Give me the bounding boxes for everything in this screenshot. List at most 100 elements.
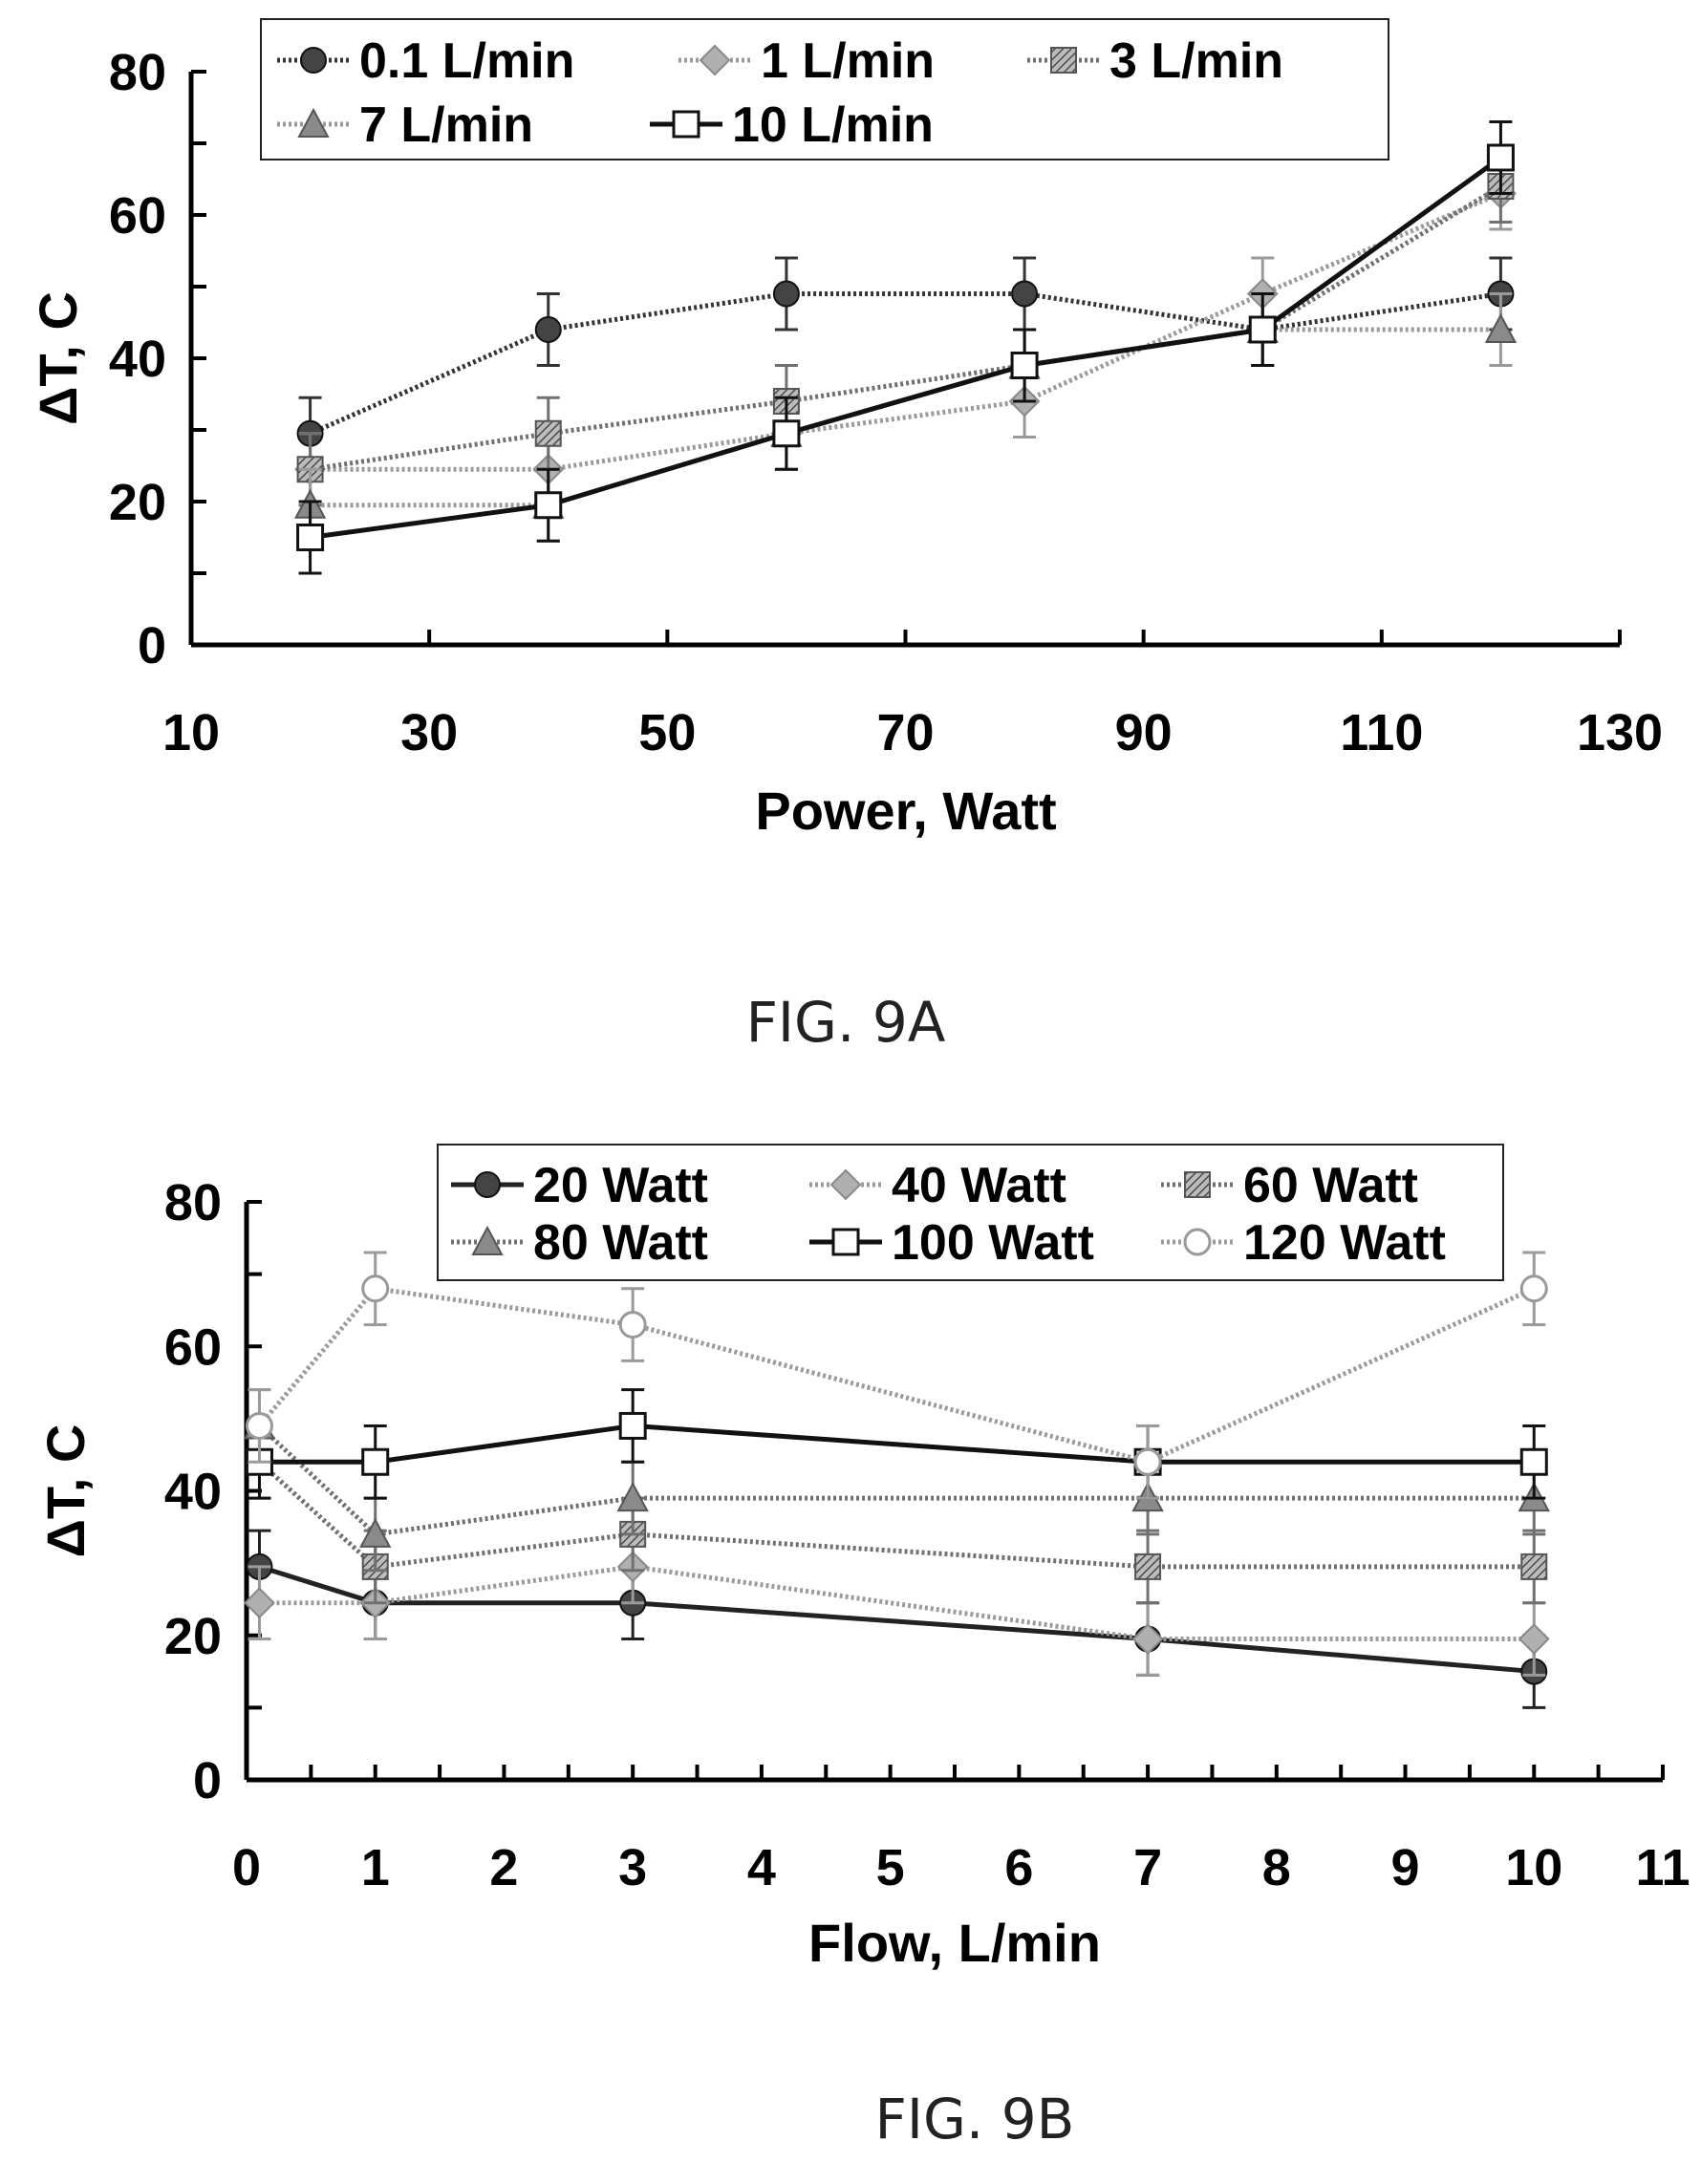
legend-box <box>437 1144 1504 1281</box>
legend-box <box>260 18 1389 161</box>
series-line <box>310 191 1502 472</box>
y-tick-label: 20 <box>164 1608 222 1665</box>
data-point <box>534 419 562 447</box>
x-tick-label: 50 <box>638 704 696 761</box>
legend-swatch-marker <box>300 47 327 74</box>
legend-item: 1 L/min <box>678 33 935 89</box>
y-tick-label: 80 <box>164 1174 222 1231</box>
series-3-l-min <box>296 149 1515 507</box>
data-point <box>618 1311 647 1339</box>
legend-swatch-marker <box>831 1228 860 1256</box>
series-line <box>257 1460 1535 1570</box>
x-tick-label: 8 <box>1262 1839 1291 1896</box>
y-axis-title: ΔT, C <box>35 1424 96 1558</box>
data-point <box>361 1274 390 1303</box>
legend-item: 40 Watt <box>809 1158 1066 1213</box>
chart-fig-9a: 0 20 40 60 80 10 30 50 70 90 110 130 Power, Watt ΔT, … <box>28 18 1663 841</box>
caption-fig-9a: FIG. 9A <box>746 990 946 1055</box>
x-tick-label: 130 <box>1577 704 1663 761</box>
x-tick-label: 6 <box>1004 1839 1033 1896</box>
data-point <box>1133 1447 1162 1476</box>
x-tick-label: 3 <box>618 1839 647 1896</box>
x-tick-label: 0 <box>232 1839 261 1896</box>
legend: 0.1 L/min 1 L/min 3 L/min 7 L/min 10 L/min <box>260 18 1389 161</box>
legend-item: 20 Watt <box>451 1158 708 1213</box>
series-10-l-min <box>296 120 1515 575</box>
x-axis-title: Power, Watt <box>755 781 1056 841</box>
legend-item: 3 L/min <box>1027 33 1283 89</box>
x-tick-label: 30 <box>400 704 458 761</box>
legend-label: 80 Watt <box>533 1215 708 1271</box>
series-line <box>310 155 1502 540</box>
legend-label: 10 L/min <box>732 97 934 153</box>
series-line <box>309 291 1501 437</box>
data-point <box>534 491 563 520</box>
series-20-watt <box>246 1529 1548 1709</box>
legend-swatch-marker <box>471 1225 504 1255</box>
legend-label: 60 Watt <box>1243 1158 1418 1213</box>
legend-swatch-marker <box>1184 1171 1211 1198</box>
series-line <box>257 1286 1536 1465</box>
data-point <box>1520 1552 1548 1580</box>
series-100-watt <box>245 1388 1548 1500</box>
legend-swatch-marker <box>699 44 731 76</box>
data-point <box>1486 143 1515 172</box>
legend-swatch-marker <box>672 110 700 139</box>
data-point <box>618 1411 647 1440</box>
y-tick-label: 0 <box>138 617 166 674</box>
x-tick-label: 1 <box>361 1839 390 1896</box>
legend-label: 120 Watt <box>1243 1215 1446 1271</box>
legend-swatch-marker <box>829 1168 862 1201</box>
x-tick-label: 4 <box>747 1839 776 1896</box>
legend-swatch-marker <box>1050 47 1077 74</box>
y-tick-label: 40 <box>164 1464 222 1521</box>
data-point <box>1518 1623 1550 1655</box>
x-tick-label: 2 <box>489 1839 518 1896</box>
legend-label: 7 L/min <box>359 97 533 153</box>
series-line <box>258 1564 1535 1675</box>
x-tick-label: 90 <box>1115 704 1173 761</box>
legend-label: 3 L/min <box>1109 33 1283 89</box>
caption-fig-9b: FIG. 9B <box>875 2087 1075 2152</box>
legend-label: 20 Watt <box>533 1158 708 1213</box>
data-point <box>1134 1552 1162 1580</box>
data-point <box>1519 1447 1548 1476</box>
data-point <box>772 280 800 308</box>
data-point <box>1248 315 1277 344</box>
data-point <box>296 524 325 551</box>
legend-label: 0.1 L/min <box>359 33 574 89</box>
legend-item: 7 L/min <box>277 97 533 153</box>
legend-item: 10 L/min <box>650 97 934 153</box>
series-80-watt <box>243 1388 1550 1573</box>
series-line <box>259 1564 1535 1642</box>
series-120-watt <box>245 1251 1548 1500</box>
x-tick-label: 110 <box>1340 704 1423 761</box>
legend-swatch-marker <box>297 107 330 138</box>
y-tick-label: 60 <box>164 1318 222 1376</box>
data-point <box>1011 280 1039 308</box>
x-axis-title: Flow, L/min <box>808 1913 1101 1973</box>
legend: 20 Watt 40 Watt 60 Watt 80 Watt 100 Watt 120 … <box>437 1144 1504 1281</box>
legend-swatch-marker <box>474 1171 501 1198</box>
data-point <box>1519 1274 1548 1303</box>
y-tick-label: 80 <box>109 44 166 101</box>
legend-label: 100 Watt <box>892 1215 1094 1271</box>
data-point <box>616 1481 649 1512</box>
y-tick-label: 40 <box>109 331 166 388</box>
legend-item: 120 Watt <box>1161 1215 1446 1271</box>
legend-swatch-marker <box>1183 1228 1212 1256</box>
x-tick-label: 7 <box>1133 1839 1162 1896</box>
x-tick-label: 9 <box>1391 1839 1420 1896</box>
y-tick-label: 60 <box>109 187 166 245</box>
data-point <box>1131 1623 1164 1655</box>
series-0-1-l-min <box>296 256 1515 471</box>
chart-fig-9b: 0 20 40 60 80 0 1 2 3 4 5 6 7 8 9 10 11 Flow, L/min ΔT, C 2… <box>35 1144 1690 1973</box>
legend-item: 0.1 L/min <box>277 33 574 89</box>
data-point <box>244 1587 275 1619</box>
y-tick-label: 20 <box>109 474 166 531</box>
data-point <box>534 316 562 343</box>
data-point <box>1010 352 1039 379</box>
x-tick-label: 10 <box>1505 1839 1562 1896</box>
x-tick-label: 5 <box>876 1839 905 1896</box>
